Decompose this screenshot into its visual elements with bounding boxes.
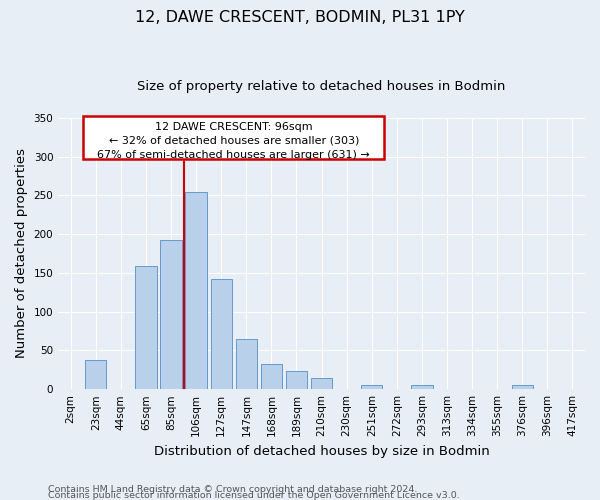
Y-axis label: Number of detached properties: Number of detached properties — [15, 148, 28, 358]
Bar — [311, 378, 332, 389]
Bar — [85, 360, 106, 389]
Bar — [361, 386, 382, 389]
Title: Size of property relative to detached houses in Bodmin: Size of property relative to detached ho… — [137, 80, 506, 93]
Bar — [236, 339, 257, 389]
Text: 12 DAWE CRESCENT: 96sqm: 12 DAWE CRESCENT: 96sqm — [155, 122, 313, 132]
Text: Contains public sector information licensed under the Open Government Licence v3: Contains public sector information licen… — [48, 490, 460, 500]
Bar — [411, 386, 433, 389]
Bar — [160, 240, 182, 389]
Text: 12, DAWE CRESCENT, BODMIN, PL31 1PY: 12, DAWE CRESCENT, BODMIN, PL31 1PY — [135, 10, 465, 25]
X-axis label: Distribution of detached houses by size in Bodmin: Distribution of detached houses by size … — [154, 444, 490, 458]
Bar — [286, 370, 307, 389]
Bar — [211, 279, 232, 389]
FancyBboxPatch shape — [83, 116, 385, 159]
Text: ← 32% of detached houses are smaller (303): ← 32% of detached houses are smaller (30… — [109, 136, 359, 145]
Bar — [185, 192, 207, 389]
Bar — [512, 386, 533, 389]
Text: 67% of semi-detached houses are larger (631) →: 67% of semi-detached houses are larger (… — [97, 150, 370, 160]
Text: Contains HM Land Registry data © Crown copyright and database right 2024.: Contains HM Land Registry data © Crown c… — [48, 484, 418, 494]
Bar — [136, 266, 157, 389]
Bar — [261, 364, 282, 389]
